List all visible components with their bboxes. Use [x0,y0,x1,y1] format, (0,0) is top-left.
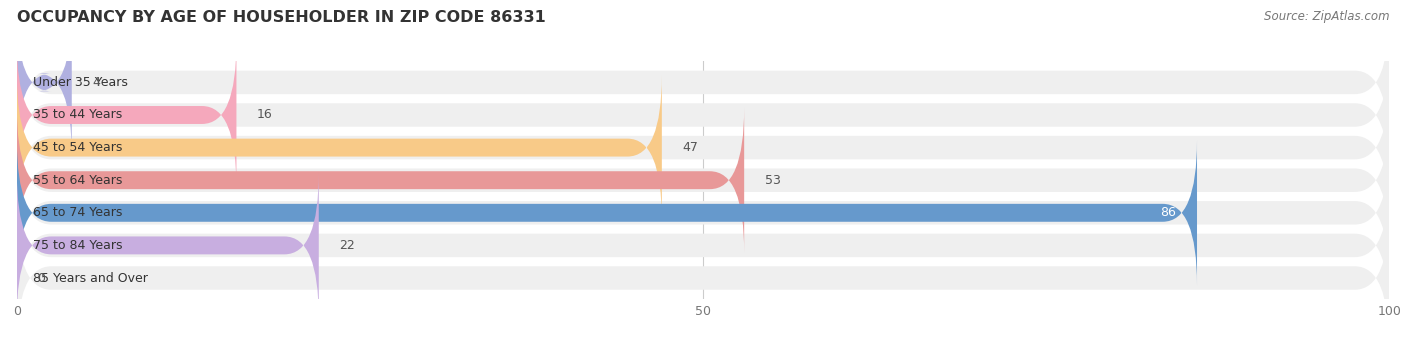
Text: 16: 16 [257,108,273,121]
Text: 65 to 74 Years: 65 to 74 Years [34,206,122,219]
FancyBboxPatch shape [17,13,1389,152]
Text: 75 to 84 Years: 75 to 84 Years [34,239,122,252]
FancyBboxPatch shape [17,140,1197,285]
Text: 0: 0 [38,272,45,285]
Text: 53: 53 [765,174,780,187]
Text: 47: 47 [682,141,699,154]
Text: 22: 22 [339,239,356,252]
FancyBboxPatch shape [17,173,319,318]
Text: 55 to 64 Years: 55 to 64 Years [34,174,122,187]
Text: 85 Years and Over: 85 Years and Over [34,272,148,285]
Text: Source: ZipAtlas.com: Source: ZipAtlas.com [1264,10,1389,23]
Text: 45 to 54 Years: 45 to 54 Years [34,141,122,154]
FancyBboxPatch shape [17,75,662,220]
Text: Under 35 Years: Under 35 Years [34,76,128,89]
FancyBboxPatch shape [17,45,1389,185]
Text: OCCUPANCY BY AGE OF HOUSEHOLDER IN ZIP CODE 86331: OCCUPANCY BY AGE OF HOUSEHOLDER IN ZIP C… [17,10,546,25]
FancyBboxPatch shape [17,78,1389,217]
FancyBboxPatch shape [17,176,1389,315]
FancyBboxPatch shape [17,10,72,155]
Text: 4: 4 [93,76,100,89]
FancyBboxPatch shape [17,143,1389,283]
FancyBboxPatch shape [17,42,236,188]
Text: 86: 86 [1160,206,1177,219]
FancyBboxPatch shape [17,108,744,253]
FancyBboxPatch shape [17,208,1389,340]
Text: 35 to 44 Years: 35 to 44 Years [34,108,122,121]
FancyBboxPatch shape [17,110,1389,250]
